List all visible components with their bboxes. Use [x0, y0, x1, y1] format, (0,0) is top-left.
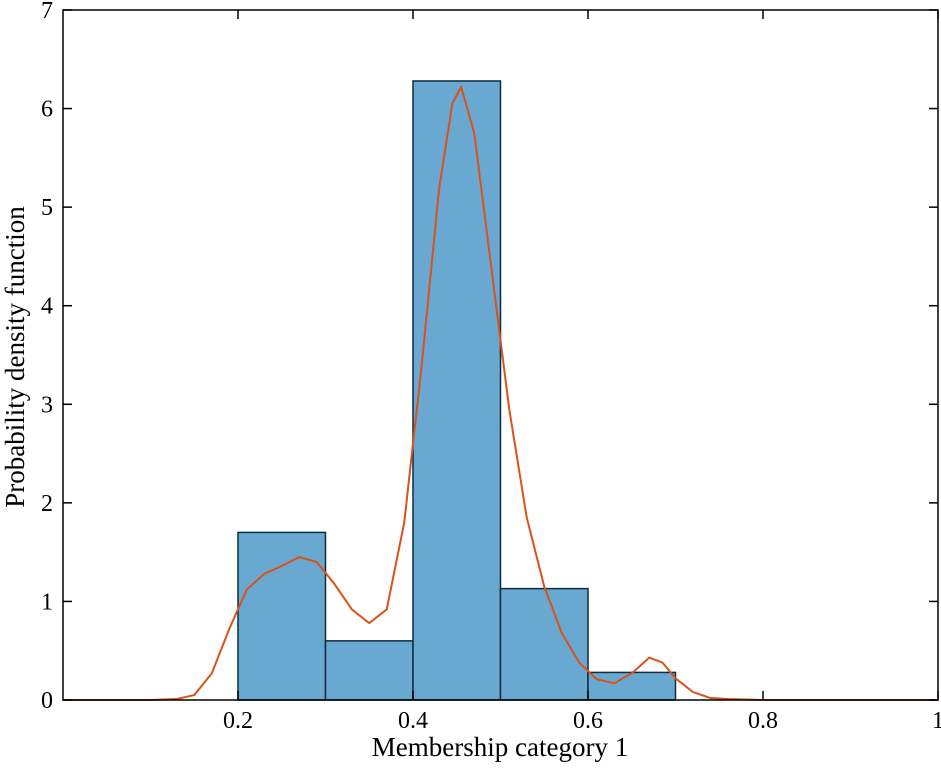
y-tick-label: 1 [41, 589, 53, 615]
y-tick-label: 0 [41, 688, 53, 714]
x-axis-label: Membership category 1 [372, 732, 628, 762]
x-tick-label: 0.6 [573, 708, 603, 734]
x-tick-label: 0.2 [223, 708, 253, 734]
density-curve [62, 85, 939, 701]
histogram-bar [324, 640, 414, 701]
y-tick-label: 5 [41, 195, 53, 221]
histogram-bar [587, 671, 677, 701]
y-tick-label: 4 [41, 294, 53, 320]
x-tick-label: 1 [932, 708, 941, 734]
y-tick-label: 7 [41, 0, 53, 24]
x-tick-label: 0.4 [398, 708, 428, 734]
histogram-bar [412, 80, 502, 701]
x-tick-label: 0.8 [748, 708, 778, 734]
plot-border [62, 9, 939, 701]
y-axis-label: Probability density function [0, 206, 30, 508]
y-tick-label: 2 [41, 491, 53, 517]
y-tick-label: 6 [41, 97, 53, 123]
histogram-bar [237, 531, 327, 701]
y-tick-label: 3 [41, 392, 53, 418]
histogram-bar [499, 587, 589, 701]
plot-layer: 0.2 0.4 0.6 0.8 1 0 1 2 3 4 5 6 7 [41, 0, 941, 734]
